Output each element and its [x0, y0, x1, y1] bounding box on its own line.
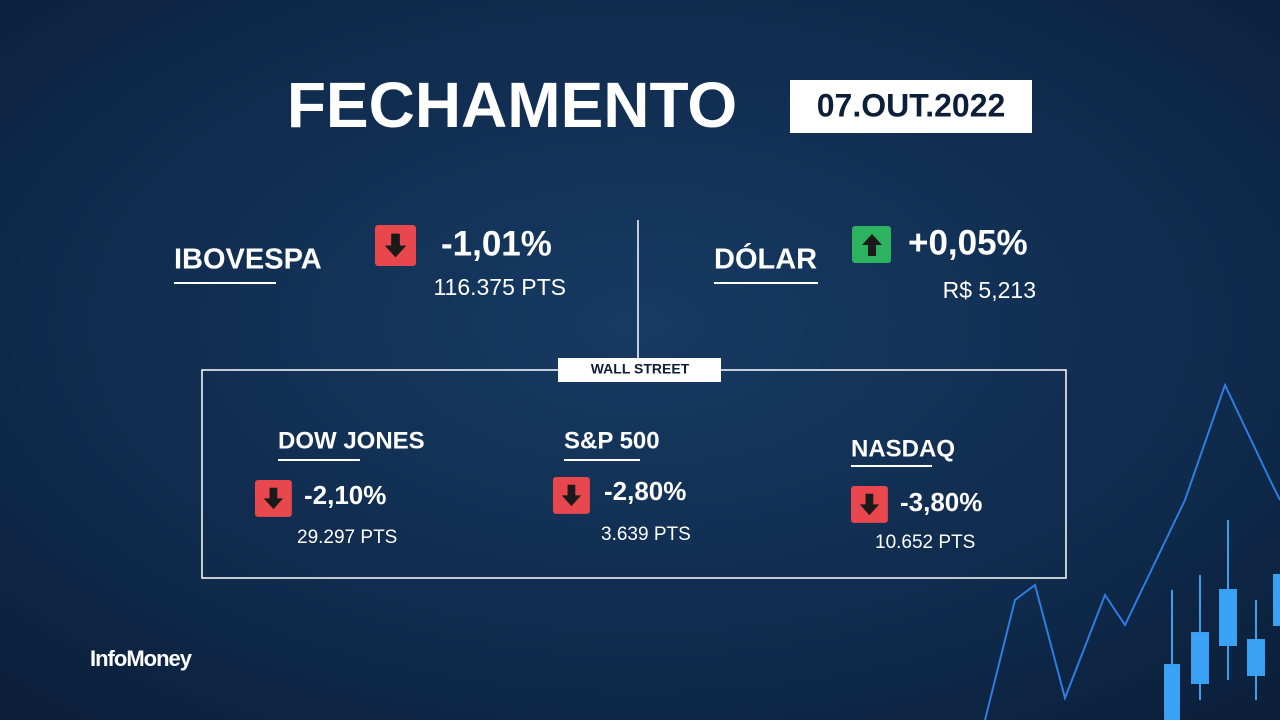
- label-box: [558, 358, 721, 382]
- down-icon: [851, 486, 888, 523]
- up-icon: [852, 226, 891, 263]
- change: -3,80%: [900, 487, 982, 517]
- change: -2,10%: [304, 480, 386, 510]
- index-name: IBOVESPA: [174, 244, 322, 276]
- index-name: DOW JONES: [278, 427, 425, 454]
- decorative-chart: [984, 382, 1280, 720]
- change: +0,05%: [908, 223, 1028, 262]
- index-name: S&P 500: [564, 427, 660, 454]
- title: FECHAMENTO: [287, 69, 737, 141]
- value: R$ 5,213: [943, 277, 1036, 303]
- down-icon: [255, 480, 292, 517]
- index-name: NASDAQ: [851, 435, 955, 462]
- value: 116.375 PTS: [433, 274, 566, 300]
- brand: InfoMoney: [90, 646, 193, 671]
- date: 07.OUT.2022: [817, 87, 1006, 123]
- date-box: [790, 80, 1032, 133]
- value: 10.652 PTS: [875, 532, 975, 553]
- down-icon: [553, 477, 590, 514]
- change: -1,01%: [441, 224, 552, 263]
- section-label: WALL STREET: [591, 361, 690, 377]
- index-name: DÓLAR: [714, 242, 817, 276]
- down-icon: [375, 225, 417, 267]
- change: -2,80%: [604, 476, 686, 506]
- value: 3.639 PTS: [601, 524, 691, 545]
- value: 29.297 PTS: [297, 527, 397, 548]
